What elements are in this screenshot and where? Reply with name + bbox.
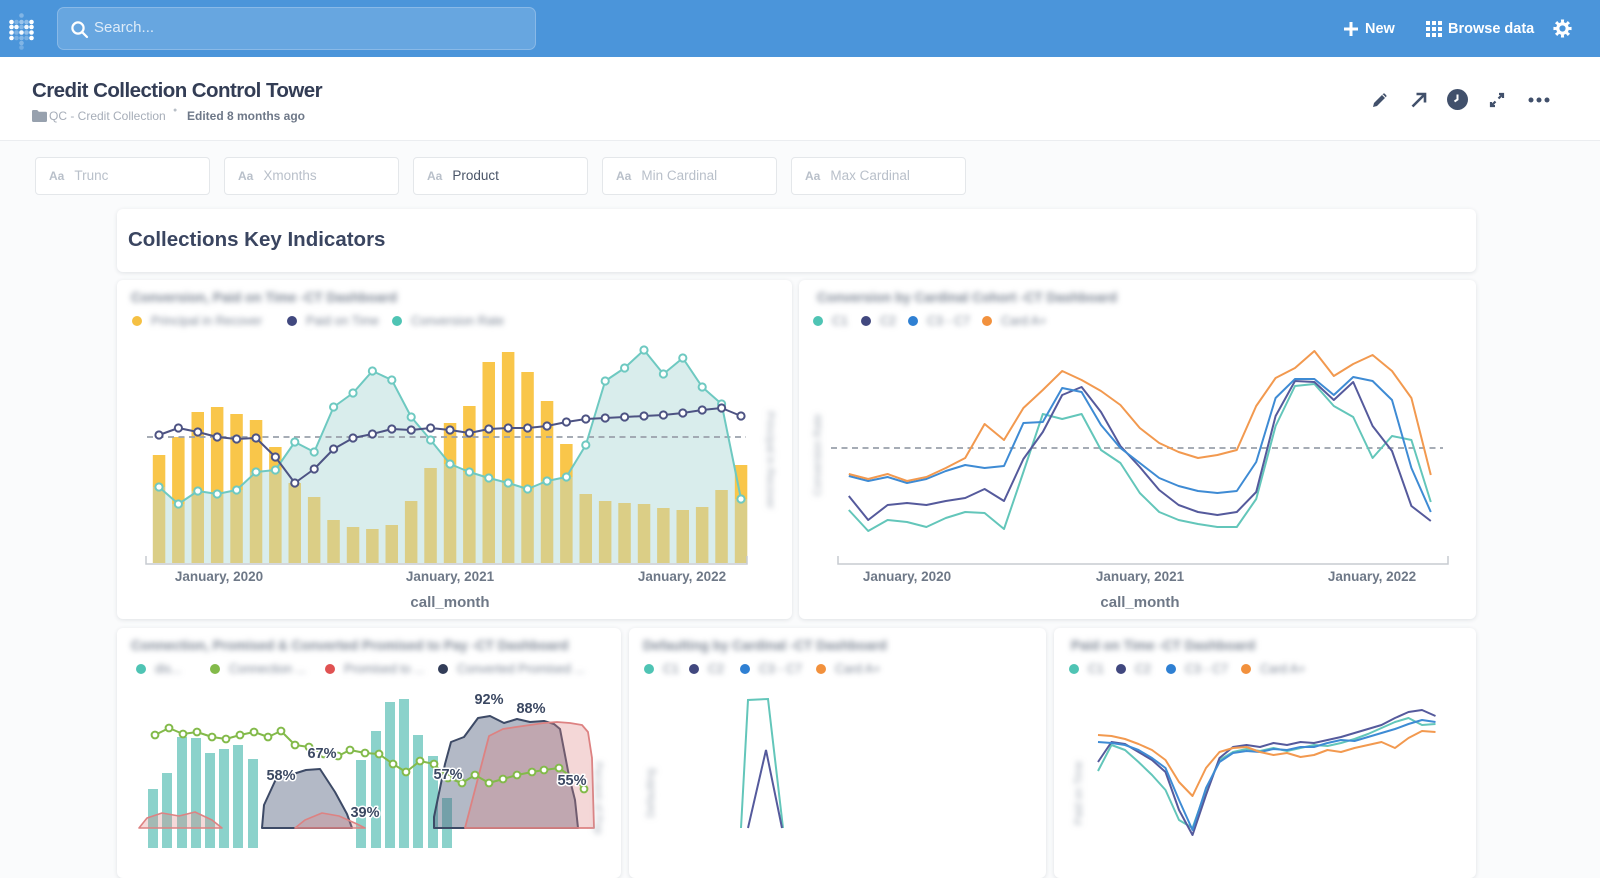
svg-text:call_month: call_month <box>410 594 489 611</box>
svg-text:January, 2021: January, 2021 <box>406 569 495 584</box>
svg-text:call_month: call_month <box>1100 594 1179 611</box>
svg-text:55%: 55% <box>557 773 586 789</box>
svg-text:Conversion Rate: Conversion Rate <box>812 414 824 496</box>
svg-text:January, 2020: January, 2020 <box>863 569 951 584</box>
svg-text:92%: 92% <box>474 692 503 708</box>
svg-text:57%: 57% <box>433 767 462 783</box>
svg-text:January, 2021: January, 2021 <box>1096 569 1185 584</box>
svg-text:Paid on Time: Paid on Time <box>1073 761 1085 825</box>
svg-text:67%: 67% <box>307 746 336 762</box>
svg-text:January, 2022: January, 2022 <box>1328 569 1416 584</box>
svg-text:Defaulting: Defaulting <box>645 768 657 818</box>
svg-text:January, 2022: January, 2022 <box>638 569 726 584</box>
svg-text:88%: 88% <box>516 701 545 717</box>
svg-text:39%: 39% <box>350 805 379 821</box>
svg-text:58%: 58% <box>266 768 295 784</box>
svg-text:January, 2020: January, 2020 <box>175 569 263 584</box>
svg-text:Principal in Recover: Principal in Recover <box>764 411 776 509</box>
svg-text:Percent of Pop: Percent of Pop <box>592 762 604 835</box>
